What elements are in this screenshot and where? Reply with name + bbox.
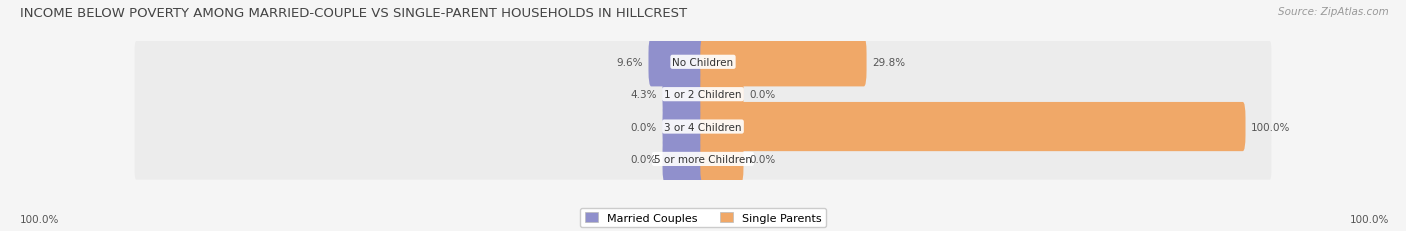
Text: 1 or 2 Children: 1 or 2 Children <box>664 90 742 100</box>
Text: 29.8%: 29.8% <box>872 58 905 67</box>
Text: 5 or more Children: 5 or more Children <box>654 154 752 164</box>
Text: 0.0%: 0.0% <box>749 90 775 100</box>
FancyBboxPatch shape <box>648 38 706 87</box>
Text: 0.0%: 0.0% <box>631 122 657 132</box>
FancyBboxPatch shape <box>135 42 1271 83</box>
Text: 100.0%: 100.0% <box>1350 214 1389 224</box>
FancyBboxPatch shape <box>662 135 706 184</box>
FancyBboxPatch shape <box>135 139 1271 180</box>
Text: 100.0%: 100.0% <box>1251 122 1291 132</box>
FancyBboxPatch shape <box>700 38 866 87</box>
Text: Source: ZipAtlas.com: Source: ZipAtlas.com <box>1278 7 1389 17</box>
FancyBboxPatch shape <box>700 70 744 119</box>
Text: 0.0%: 0.0% <box>631 154 657 164</box>
Legend: Married Couples, Single Parents: Married Couples, Single Parents <box>581 208 825 227</box>
FancyBboxPatch shape <box>135 74 1271 116</box>
FancyBboxPatch shape <box>662 103 706 152</box>
Text: 4.3%: 4.3% <box>631 90 657 100</box>
FancyBboxPatch shape <box>662 70 706 119</box>
Text: 100.0%: 100.0% <box>20 214 59 224</box>
FancyBboxPatch shape <box>700 135 744 184</box>
Text: 3 or 4 Children: 3 or 4 Children <box>664 122 742 132</box>
FancyBboxPatch shape <box>700 103 1246 152</box>
Text: 9.6%: 9.6% <box>617 58 643 67</box>
Text: 0.0%: 0.0% <box>749 154 775 164</box>
Text: INCOME BELOW POVERTY AMONG MARRIED-COUPLE VS SINGLE-PARENT HOUSEHOLDS IN HILLCRE: INCOME BELOW POVERTY AMONG MARRIED-COUPL… <box>20 7 686 20</box>
Text: No Children: No Children <box>672 58 734 67</box>
FancyBboxPatch shape <box>135 106 1271 148</box>
